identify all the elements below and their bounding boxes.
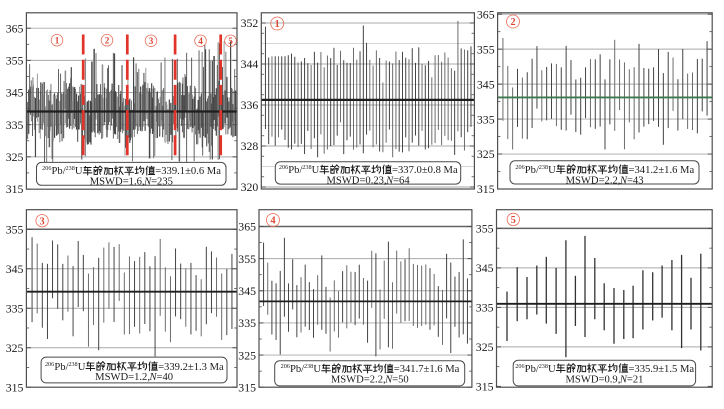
svg-text:325: 325 (476, 340, 494, 354)
svg-text:345: 345 (6, 86, 24, 100)
svg-text:Pb/: Pb/ (525, 364, 539, 375)
svg-text:345: 345 (476, 261, 494, 275)
svg-text:355: 355 (476, 222, 494, 236)
svg-text:206: 206 (45, 361, 54, 368)
svg-text:352: 352 (241, 16, 259, 30)
svg-text:=235: =235 (151, 176, 173, 187)
svg-text:320: 320 (241, 180, 259, 194)
svg-text:2: 2 (105, 36, 110, 46)
svg-text:Pb/: Pb/ (525, 165, 539, 176)
svg-text:238: 238 (539, 363, 548, 370)
svg-text:Pb/: Pb/ (52, 166, 66, 177)
svg-text:=335.9±1.5 Ma: =335.9±1.5 Ma (628, 364, 694, 375)
svg-text:3: 3 (40, 216, 45, 227)
svg-text:355: 355 (6, 223, 24, 237)
svg-text:U: U (313, 364, 321, 375)
svg-text:U: U (548, 364, 556, 375)
svg-text:MSWD=0.23,: MSWD=0.23, (326, 175, 386, 186)
svg-text:4: 4 (198, 36, 203, 46)
svg-text:1: 1 (55, 36, 60, 46)
svg-text:5: 5 (511, 215, 516, 226)
svg-text:=339.2±1.3 Ma: =339.2±1.3 Ma (158, 362, 224, 373)
svg-text:238: 238 (304, 363, 313, 370)
svg-text:Pb/: Pb/ (290, 364, 304, 375)
svg-text:345: 345 (6, 262, 24, 276)
svg-text:315: 315 (6, 182, 24, 196)
svg-text:206: 206 (281, 363, 290, 370)
svg-text:206: 206 (42, 165, 51, 172)
svg-text:4: 4 (270, 216, 275, 227)
svg-text:=21: =21 (627, 374, 644, 385)
svg-text:N: N (619, 374, 628, 385)
svg-text:206: 206 (515, 363, 524, 370)
svg-text:315: 315 (6, 380, 24, 394)
svg-text:U: U (75, 166, 83, 177)
svg-text:325: 325 (6, 150, 24, 164)
svg-text:MSWD=1.2,: MSWD=1.2, (95, 372, 150, 383)
svg-text:MSWD=2.2,: MSWD=2.2, (331, 375, 386, 386)
svg-text:335: 335 (6, 118, 24, 132)
svg-text:315: 315 (477, 182, 495, 196)
svg-text:335: 335 (6, 301, 24, 315)
svg-text:N: N (143, 176, 152, 187)
svg-text:344: 344 (241, 57, 259, 71)
svg-text:315: 315 (238, 380, 256, 394)
svg-text:365: 365 (477, 7, 495, 21)
svg-text:206: 206 (515, 164, 524, 171)
svg-text:U: U (312, 165, 320, 176)
svg-text:MSWD=0.9,: MSWD=0.9, (566, 374, 621, 385)
svg-text:MSWD=2.2,: MSWD=2.2, (566, 175, 621, 186)
svg-text:U: U (548, 165, 556, 176)
svg-text:2: 2 (510, 17, 515, 28)
svg-text:N: N (385, 175, 394, 186)
svg-text:=341.7±1.6 Ma: =341.7±1.6 Ma (394, 364, 460, 375)
svg-text:N: N (149, 372, 158, 383)
svg-text:238: 238 (68, 361, 77, 368)
svg-text:365: 365 (238, 220, 256, 234)
svg-text:N: N (619, 175, 628, 186)
svg-text:328: 328 (241, 139, 259, 153)
svg-text:206: 206 (279, 164, 288, 171)
svg-text:MSWD=1.6,: MSWD=1.6, (90, 176, 145, 187)
svg-text:=337.0±0.8 Ma: =337.0±0.8 Ma (392, 165, 458, 176)
svg-text:355: 355 (238, 252, 256, 266)
svg-text:335: 335 (477, 112, 495, 126)
svg-text:335: 335 (238, 316, 256, 330)
svg-text:=43: =43 (627, 175, 644, 186)
svg-text:=339.1±0.6 Ma: =339.1±0.6 Ma (155, 166, 221, 177)
svg-text:315: 315 (476, 380, 494, 394)
svg-text:Pb/: Pb/ (288, 165, 302, 176)
svg-text:N: N (384, 375, 393, 386)
svg-text:325: 325 (238, 348, 256, 362)
svg-text:238: 238 (302, 164, 311, 171)
svg-text:1: 1 (275, 19, 280, 30)
svg-text:U: U (78, 362, 86, 373)
svg-text:=64: =64 (393, 175, 410, 186)
svg-text:345: 345 (238, 284, 256, 298)
svg-text:335: 335 (476, 301, 494, 315)
svg-text:=50: =50 (392, 375, 409, 386)
svg-text:=341.2±1.6 Ma: =341.2±1.6 Ma (629, 165, 695, 176)
svg-text:238: 238 (66, 165, 75, 172)
svg-text:238: 238 (539, 164, 548, 171)
svg-text:3: 3 (149, 36, 154, 46)
svg-text:325: 325 (477, 147, 495, 161)
svg-text:345: 345 (477, 77, 495, 91)
svg-text:365: 365 (6, 21, 24, 35)
svg-text:=40: =40 (157, 372, 174, 383)
svg-text:355: 355 (477, 42, 495, 56)
svg-text:Pb/: Pb/ (54, 362, 68, 373)
svg-text:336: 336 (241, 98, 259, 112)
svg-text:355: 355 (6, 54, 24, 68)
svg-text:5: 5 (228, 36, 233, 46)
svg-text:325: 325 (6, 341, 24, 355)
